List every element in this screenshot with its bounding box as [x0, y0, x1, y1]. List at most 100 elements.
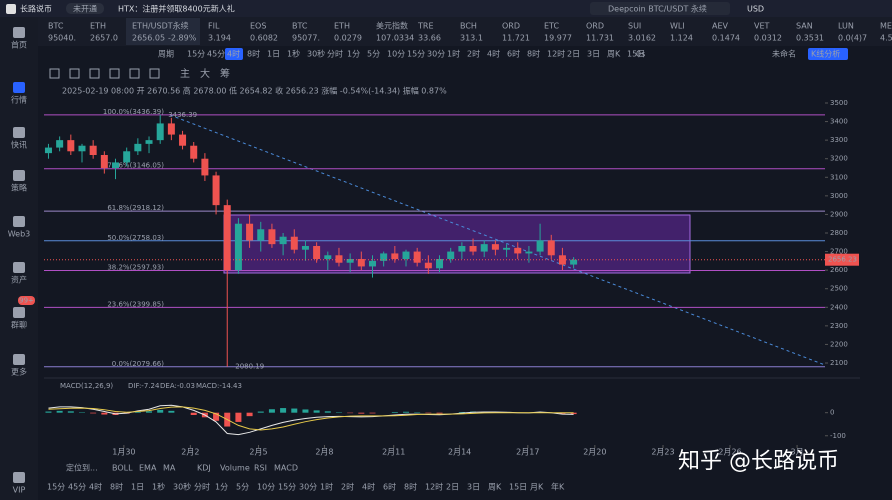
ticker-name[interactable]: SAN — [796, 22, 813, 31]
ticker-name[interactable]: BTC — [292, 22, 308, 31]
nav-label[interactable]: 行情 — [11, 95, 27, 105]
interval[interactable]: 1时 — [447, 49, 460, 59]
interval[interactable]: 30秒 — [307, 49, 325, 59]
ticker-name[interactable]: 美元指数 — [376, 21, 408, 31]
interval-active[interactable] — [225, 48, 243, 60]
interval[interactable]: 4时 — [487, 49, 500, 59]
bottom-interval[interactable]: 周K — [488, 483, 502, 492]
bottom-interval[interactable]: 12时 — [425, 482, 443, 492]
ticker-value[interactable]: 0.0312 — [754, 34, 782, 43]
nav-label[interactable]: 资产 — [11, 275, 27, 285]
interval[interactable]: 1分 — [347, 50, 360, 59]
bottom-interval[interactable]: 2日 — [446, 483, 459, 492]
interval[interactable]: 2日 — [567, 50, 580, 59]
interval[interactable]: 45分 — [207, 50, 225, 59]
period[interactable]: 周期 — [158, 50, 174, 59]
bottom-interval[interactable]: 1时 — [320, 482, 333, 492]
ticker-value[interactable]: 2657.0 — [90, 34, 118, 43]
ticker-value[interactable]: 3.194 — [208, 34, 231, 43]
ticker-value[interactable]: 11.731 — [586, 34, 614, 43]
search-box[interactable] — [590, 2, 730, 15]
ticker-active-bg[interactable] — [126, 18, 200, 45]
ticker-value[interactable]: 0.3531 — [796, 34, 824, 43]
nav-label[interactable]: Web3 — [8, 230, 31, 239]
interval[interactable]: 8时 — [247, 49, 260, 59]
nav-icon[interactable] — [13, 170, 25, 181]
ticker-value[interactable]: 0.0279 — [334, 34, 362, 43]
ticker-name[interactable]: ORD — [502, 22, 520, 31]
interval[interactable]: 5分 — [367, 50, 380, 59]
ticker-name[interactable]: MEA — [880, 22, 892, 31]
ticker-name[interactable]: WLI — [670, 22, 685, 31]
ticker-name[interactable]: ETC — [544, 22, 559, 31]
layout-name[interactable]: 未命名 — [772, 49, 796, 59]
ticker-value[interactable]: 2656.05 — [132, 34, 165, 43]
ticker-name[interactable]: ORD — [586, 22, 604, 31]
bottom-interval[interactable]: 15分 — [47, 483, 65, 492]
bottom-interval[interactable]: 45分 — [68, 483, 86, 492]
ticker-value[interactable]: 313.1 — [460, 34, 483, 43]
indicator[interactable]: Volume — [220, 464, 250, 473]
tool[interactable]: 主 — [180, 68, 190, 80]
bottom-interval[interactable]: 1分 — [215, 483, 228, 492]
interval[interactable]: 8时 — [527, 49, 540, 59]
bottom-interval[interactable]: 8时 — [110, 482, 123, 492]
nav-icon[interactable] — [13, 472, 25, 483]
nav-icon[interactable] — [13, 354, 25, 365]
ticker-value[interactable]: 33.66 — [418, 34, 441, 43]
nav-label[interactable]: 首页 — [11, 40, 27, 50]
ticker-value[interactable]: 4.5550 — [880, 34, 892, 43]
interval[interactable]: 10分 — [387, 50, 405, 59]
currency[interactable]: USD — [747, 5, 764, 14]
ticker-name[interactable]: TRE — [417, 22, 434, 31]
interval[interactable]: 1日 — [267, 50, 280, 59]
interval[interactable]: 分时 — [327, 49, 343, 59]
bottom-interval[interactable]: 1日 — [131, 483, 144, 492]
bottom-interval[interactable]: 1秒 — [152, 482, 165, 492]
nav-icon[interactable] — [13, 127, 25, 138]
indicator[interactable]: RSI — [254, 464, 267, 473]
interval[interactable]: 6时 — [507, 49, 520, 59]
bottom-interval[interactable]: 10分 — [257, 483, 275, 492]
ticker-name[interactable]: EOS — [250, 22, 266, 31]
bottom-interval[interactable]: 3日 — [467, 483, 480, 492]
indicator[interactable]: MACD — [274, 464, 298, 473]
ticker-value[interactable]: 11.721 — [502, 34, 530, 43]
interval[interactable]: 2时 — [467, 49, 480, 59]
tool[interactable]: 大 — [200, 67, 210, 80]
draw-tool-icon[interactable] — [69, 68, 80, 79]
interval[interactable]: 30分 — [427, 50, 445, 59]
nav-icon[interactable] — [13, 307, 25, 318]
bottom-interval[interactable]: 2时 — [341, 482, 354, 492]
timer[interactable]: 0s — [636, 50, 645, 59]
bottom-interval[interactable]: 6时 — [383, 482, 396, 492]
ticker-change[interactable]: -2.89% — [168, 34, 197, 43]
bottom-interval[interactable]: 15日 — [509, 483, 527, 492]
interval[interactable]: 15分 — [407, 50, 425, 59]
bottom-interval[interactable]: 30秒 — [173, 482, 191, 492]
nav-label[interactable]: 策略 — [11, 183, 27, 193]
nav-label[interactable]: 快讯 — [11, 140, 27, 150]
ticker-value[interactable]: 0.1474 — [712, 34, 740, 43]
ticker-name[interactable]: SUI — [628, 22, 641, 31]
bottom-interval[interactable]: 30分 — [299, 483, 317, 492]
ticker-name[interactable]: ETH/USDT永续 — [132, 21, 189, 31]
nav-label[interactable]: VIP — [13, 486, 26, 495]
bottom-interval[interactable]: 分时 — [194, 482, 210, 492]
nav-icon[interactable] — [13, 216, 25, 227]
ticker-name[interactable]: AEV — [712, 22, 729, 31]
ticker-name[interactable]: LUN — [838, 22, 854, 31]
bottom-interval[interactable]: 4时 — [362, 482, 375, 492]
bottom-interval[interactable]: 8时 — [404, 482, 417, 492]
nav-icon[interactable] — [13, 27, 25, 38]
interval[interactable]: 12时 — [547, 49, 565, 59]
draw-tool-icon[interactable] — [109, 68, 120, 79]
bottom-interval[interactable]: 4时 — [89, 482, 102, 492]
interval[interactable]: 周K — [607, 50, 621, 59]
ticker-name[interactable]: FIL — [208, 22, 220, 31]
interval[interactable]: 4时 — [227, 49, 240, 59]
nav-label[interactable]: 群聊 — [11, 320, 27, 330]
ticker-value[interactable]: 0.0(4)7 — [838, 34, 867, 43]
ticker-value[interactable]: 19.977 — [544, 34, 572, 43]
nav-label[interactable]: 更多 — [11, 367, 27, 377]
